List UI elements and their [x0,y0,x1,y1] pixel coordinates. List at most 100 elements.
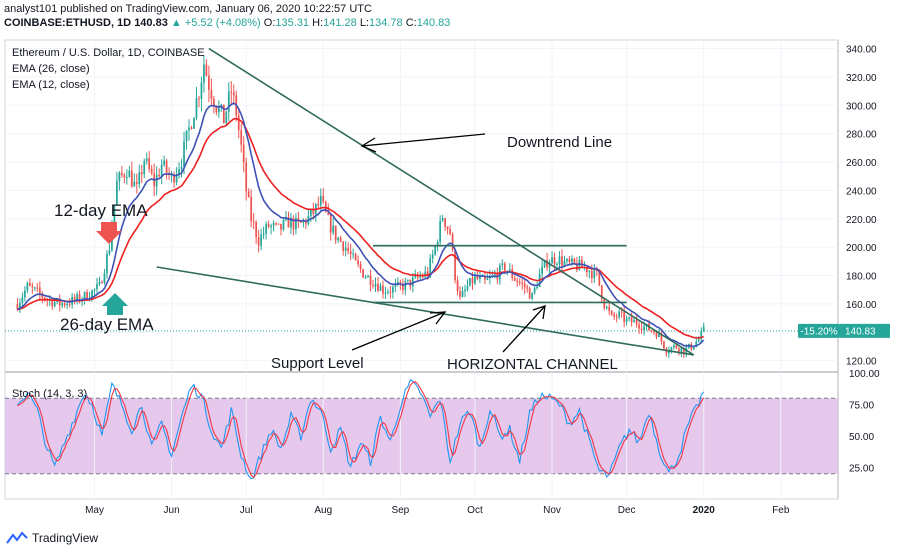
candle-body [250,196,253,222]
candle-body [700,331,703,340]
candle-body [668,351,670,354]
stoch-d-line [17,380,705,479]
candle-body [374,283,377,287]
trend-lines [156,47,695,356]
candle-body [26,283,29,291]
candle-body [543,260,546,267]
arrow-up-icon: ▲ [170,17,182,29]
candle-body [518,282,521,284]
close-label: C: [405,17,417,29]
candle-body [339,237,342,242]
candle-body [533,287,536,293]
candle-body [232,92,235,96]
candle-body [190,127,193,129]
time-tick-label: Oct [467,505,483,516]
candle-body [120,172,123,176]
legend-ema12: EMA (12, close) [12,79,90,91]
candle-body [484,276,486,280]
candle-body [83,291,86,300]
candle-body [426,271,429,276]
candle-body [603,299,606,309]
candle-body [245,162,248,192]
high-label: H: [312,17,324,29]
candle-body [441,218,444,221]
support-arrow-head [429,311,447,325]
published-text: analyst101 published on TradingView.com,… [4,3,372,15]
candle-body [379,285,382,291]
candle-body [556,263,558,265]
price-tick-label: 280.00 [846,130,877,141]
candle-body [605,306,608,309]
candle-body [513,277,516,281]
candle-body [409,279,412,287]
price-tick-label: 340.00 [846,45,877,56]
candle-body [237,115,240,131]
price-tick-label: 300.00 [846,101,877,112]
candle-body [252,221,255,223]
time-tick-label: Sep [391,505,409,516]
candle-body [613,314,616,317]
candle-body [451,234,454,250]
downtrend-arrow-shaft [361,133,486,147]
candle-body [424,271,427,277]
candle-body [585,267,588,273]
candle-body [434,246,437,255]
candle-body [108,250,111,254]
candle-body [78,294,81,302]
candle-body [658,333,660,338]
candle-body [203,64,205,83]
candle-body [290,217,292,228]
annotation-support: Support Level [271,355,364,372]
price-badge: -15.20% 140.83 [798,323,890,338]
candle-body [33,287,36,289]
candle-body [551,257,553,264]
candle-body [51,299,54,307]
candle-body [389,291,392,293]
time-tick-label: May [85,505,104,516]
candle-body [101,281,103,284]
candle-body [267,223,270,227]
candle-body [523,283,526,288]
candle-body [148,158,151,170]
candle-body [431,254,434,259]
candle-body [702,326,705,332]
candle-body [19,302,21,310]
time-tick-label: Jun [164,505,180,516]
candle-body [501,263,504,266]
candle-body [215,106,218,113]
stoch-tick-label: 75.00 [849,401,874,412]
candle-body [387,291,389,293]
candle-body [528,288,531,299]
open-value: 135.31 [275,17,310,29]
candle-body [364,277,367,279]
candle-body [292,217,295,230]
candle-body [158,174,161,177]
candle-body [133,181,136,187]
candle-body [262,233,265,235]
candle-body [677,348,680,353]
candle-body [352,253,354,255]
candle-body [546,260,548,268]
candle-body [643,326,645,331]
candle-body [160,164,163,177]
stoch-axis: 25.00 50.00 75.00 100.00 [849,369,880,475]
candle-body [113,204,116,228]
candle-body [163,160,166,165]
stoch-band-fill [5,398,838,474]
time-tick-label: Jul [240,505,253,516]
candle-body [282,219,285,230]
candle-body [673,345,675,348]
price-tick-label: 180.00 [846,272,877,283]
price-badge-text: 140.83 [845,326,876,337]
candle-body [21,297,24,303]
stoch-lines [16,379,705,480]
candle-body [312,209,315,214]
candle-body [568,259,571,262]
candle-body [145,158,148,162]
candle-body [653,331,655,333]
footer-brand[interactable]: TradingView [6,531,98,545]
candle-body [222,104,225,124]
candle-body [521,282,524,284]
candle-body [130,170,133,187]
